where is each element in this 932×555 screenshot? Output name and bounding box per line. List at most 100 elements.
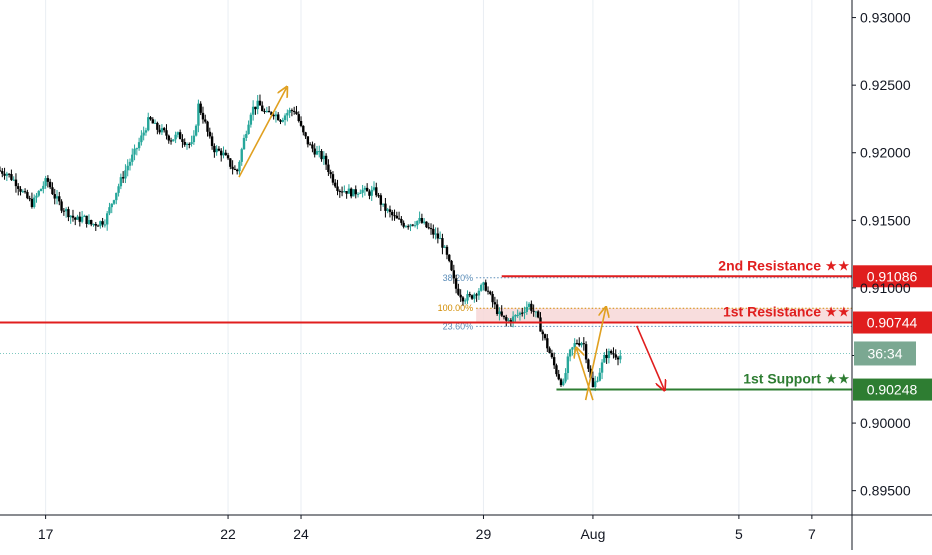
candle-body <box>557 374 560 380</box>
candle-body <box>402 222 405 227</box>
candle-body <box>199 103 202 113</box>
level-label: 2nd Resistance ★★ <box>718 257 850 273</box>
countdown-text: 36:34 <box>867 345 902 361</box>
candle-body <box>468 294 471 296</box>
candle-body <box>587 359 590 369</box>
candle-body <box>500 311 503 316</box>
candle-body <box>562 381 565 386</box>
candle-body <box>103 224 107 226</box>
level-label: 1st Support ★★ <box>743 371 850 387</box>
candle-body <box>523 311 526 313</box>
candle-body <box>233 168 237 170</box>
candle-body <box>69 215 72 218</box>
candle-body <box>550 353 554 358</box>
candle-body <box>74 217 77 220</box>
candle-body <box>90 220 93 225</box>
candle-body <box>119 177 123 187</box>
candle-body <box>126 165 129 171</box>
candle-body <box>283 115 287 120</box>
candle-body <box>518 312 522 315</box>
candle-body <box>277 114 280 121</box>
candle-body <box>251 106 255 115</box>
candle-body <box>434 233 437 235</box>
candle-body <box>158 129 161 133</box>
candle-body <box>3 173 6 176</box>
candle-body <box>53 194 56 199</box>
candle-body <box>443 246 446 248</box>
candle-body <box>491 293 494 303</box>
candle-body <box>231 166 234 169</box>
candle-body <box>140 135 143 143</box>
candle-body <box>1 171 4 174</box>
candle-body <box>605 354 608 359</box>
candle-body <box>272 114 275 117</box>
candle-body <box>174 134 177 140</box>
candle-body <box>92 223 95 225</box>
candle-body <box>190 142 193 145</box>
candle-body <box>222 152 225 156</box>
candle-body <box>147 117 150 131</box>
candle-body <box>247 124 250 134</box>
candle-body <box>578 343 581 346</box>
candle-body <box>23 191 27 193</box>
candle-body <box>137 142 141 149</box>
candle-body <box>489 291 492 294</box>
candle-body <box>365 187 369 192</box>
fibonacci-levels: 38.20% 100.00% 23.60% <box>0 273 852 354</box>
candle-body <box>94 223 97 226</box>
candle-body <box>568 349 572 357</box>
candle-body <box>28 198 31 200</box>
x-tick-label: 7 <box>808 526 816 542</box>
candle-body <box>541 331 544 335</box>
candle-body <box>128 161 132 166</box>
candle-body <box>564 373 567 382</box>
candle-body <box>372 187 376 190</box>
candle-body <box>397 218 401 220</box>
candle-body <box>224 152 227 156</box>
candle-body <box>591 377 595 388</box>
candle-body <box>117 186 120 193</box>
candle-body <box>448 254 451 261</box>
candle-body <box>466 294 469 301</box>
level-value-tag <box>853 265 932 288</box>
candle-body <box>99 221 102 226</box>
candle-body <box>459 294 462 298</box>
candle-body <box>60 201 63 211</box>
candle-body <box>573 343 576 348</box>
candle-body <box>594 381 597 388</box>
candle-body <box>534 311 538 313</box>
candle-body <box>571 347 574 350</box>
candle-body <box>71 215 75 218</box>
candle-body <box>486 290 490 292</box>
candle-body <box>377 195 380 197</box>
candle-body <box>46 178 50 182</box>
candle-body <box>265 110 269 112</box>
candle-body <box>525 306 528 312</box>
candle-body <box>411 224 414 226</box>
candle-body <box>600 362 604 373</box>
candle-body <box>315 151 319 155</box>
candle-body <box>384 203 387 211</box>
x-tick-label: 22 <box>220 526 236 542</box>
candle-body <box>235 169 239 172</box>
candle-body <box>297 114 300 122</box>
candle-body <box>427 227 430 229</box>
candle-body <box>609 351 613 354</box>
candle-body <box>7 173 11 175</box>
candle-body <box>336 186 339 191</box>
resistance-zone <box>476 308 852 323</box>
candle-body <box>559 379 563 386</box>
countdown-tag <box>854 341 916 366</box>
candle-body <box>509 320 513 323</box>
candle-body <box>108 207 111 214</box>
y-tick-label: 0.90000 <box>860 415 911 431</box>
candle-body <box>511 316 515 323</box>
candle-body <box>281 119 284 122</box>
y-tick-label: 0.91500 <box>860 212 911 228</box>
candle-body <box>80 216 84 222</box>
candle-body <box>131 154 134 162</box>
x-tick-label: 5 <box>735 526 743 542</box>
candle-body <box>409 224 412 227</box>
level-value-tag <box>853 378 932 401</box>
